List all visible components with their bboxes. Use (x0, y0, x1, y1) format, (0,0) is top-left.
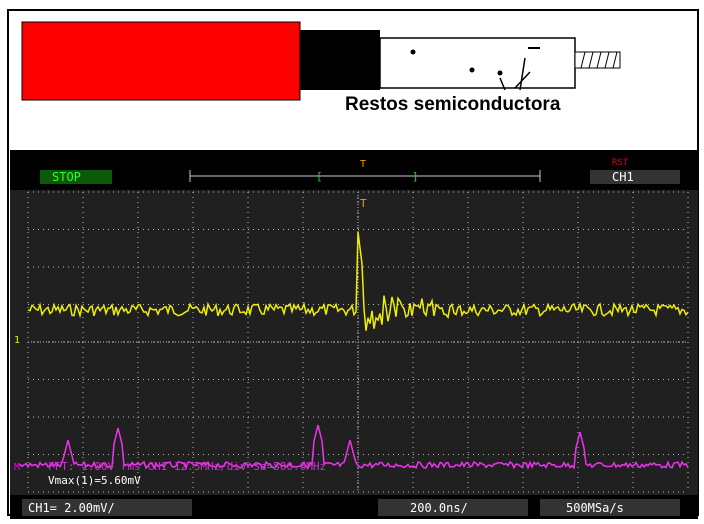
scale-box (22, 499, 192, 516)
cable-insulation (379, 37, 576, 89)
grid (27, 191, 689, 493)
rate-box (540, 499, 680, 516)
pointer-arrows (499, 57, 531, 91)
cable-jacket (21, 21, 301, 101)
thread (580, 51, 618, 69)
sample-rate: 500MSa/s (566, 501, 624, 515)
particle (469, 67, 475, 73)
particle (497, 70, 503, 76)
status-box (40, 170, 112, 184)
status: STOP (52, 170, 81, 184)
timebase-box (378, 499, 528, 516)
math-marker: M (14, 462, 20, 473)
channel: CH1 (612, 170, 634, 184)
bracket: ] (412, 170, 419, 183)
trigger-mode: RST (612, 158, 629, 168)
trigger-marker: T (360, 159, 366, 170)
diagram-label: Restos semiconductora (345, 94, 561, 115)
bracket: [ (316, 170, 323, 183)
timebase: 200.0ns/ (410, 501, 468, 515)
trigger-marker: T (360, 197, 367, 210)
memory-bar (189, 170, 541, 182)
channel-box (590, 170, 680, 184)
measurement: Vmax(1)=5.60mV (48, 474, 141, 487)
particle (410, 49, 416, 55)
channel-marker: 1 (14, 335, 20, 346)
ch1-scale: CH1= 2.00mV/ (28, 501, 115, 515)
fft-info: FFT: 1.00V rms CH1 12.5MHz/div Sa=500.0M… (48, 460, 326, 473)
scope-top-bar (10, 150, 698, 190)
fft-trace (19, 424, 689, 470)
ch1-trace (27, 231, 689, 331)
cable-shield (300, 30, 380, 90)
